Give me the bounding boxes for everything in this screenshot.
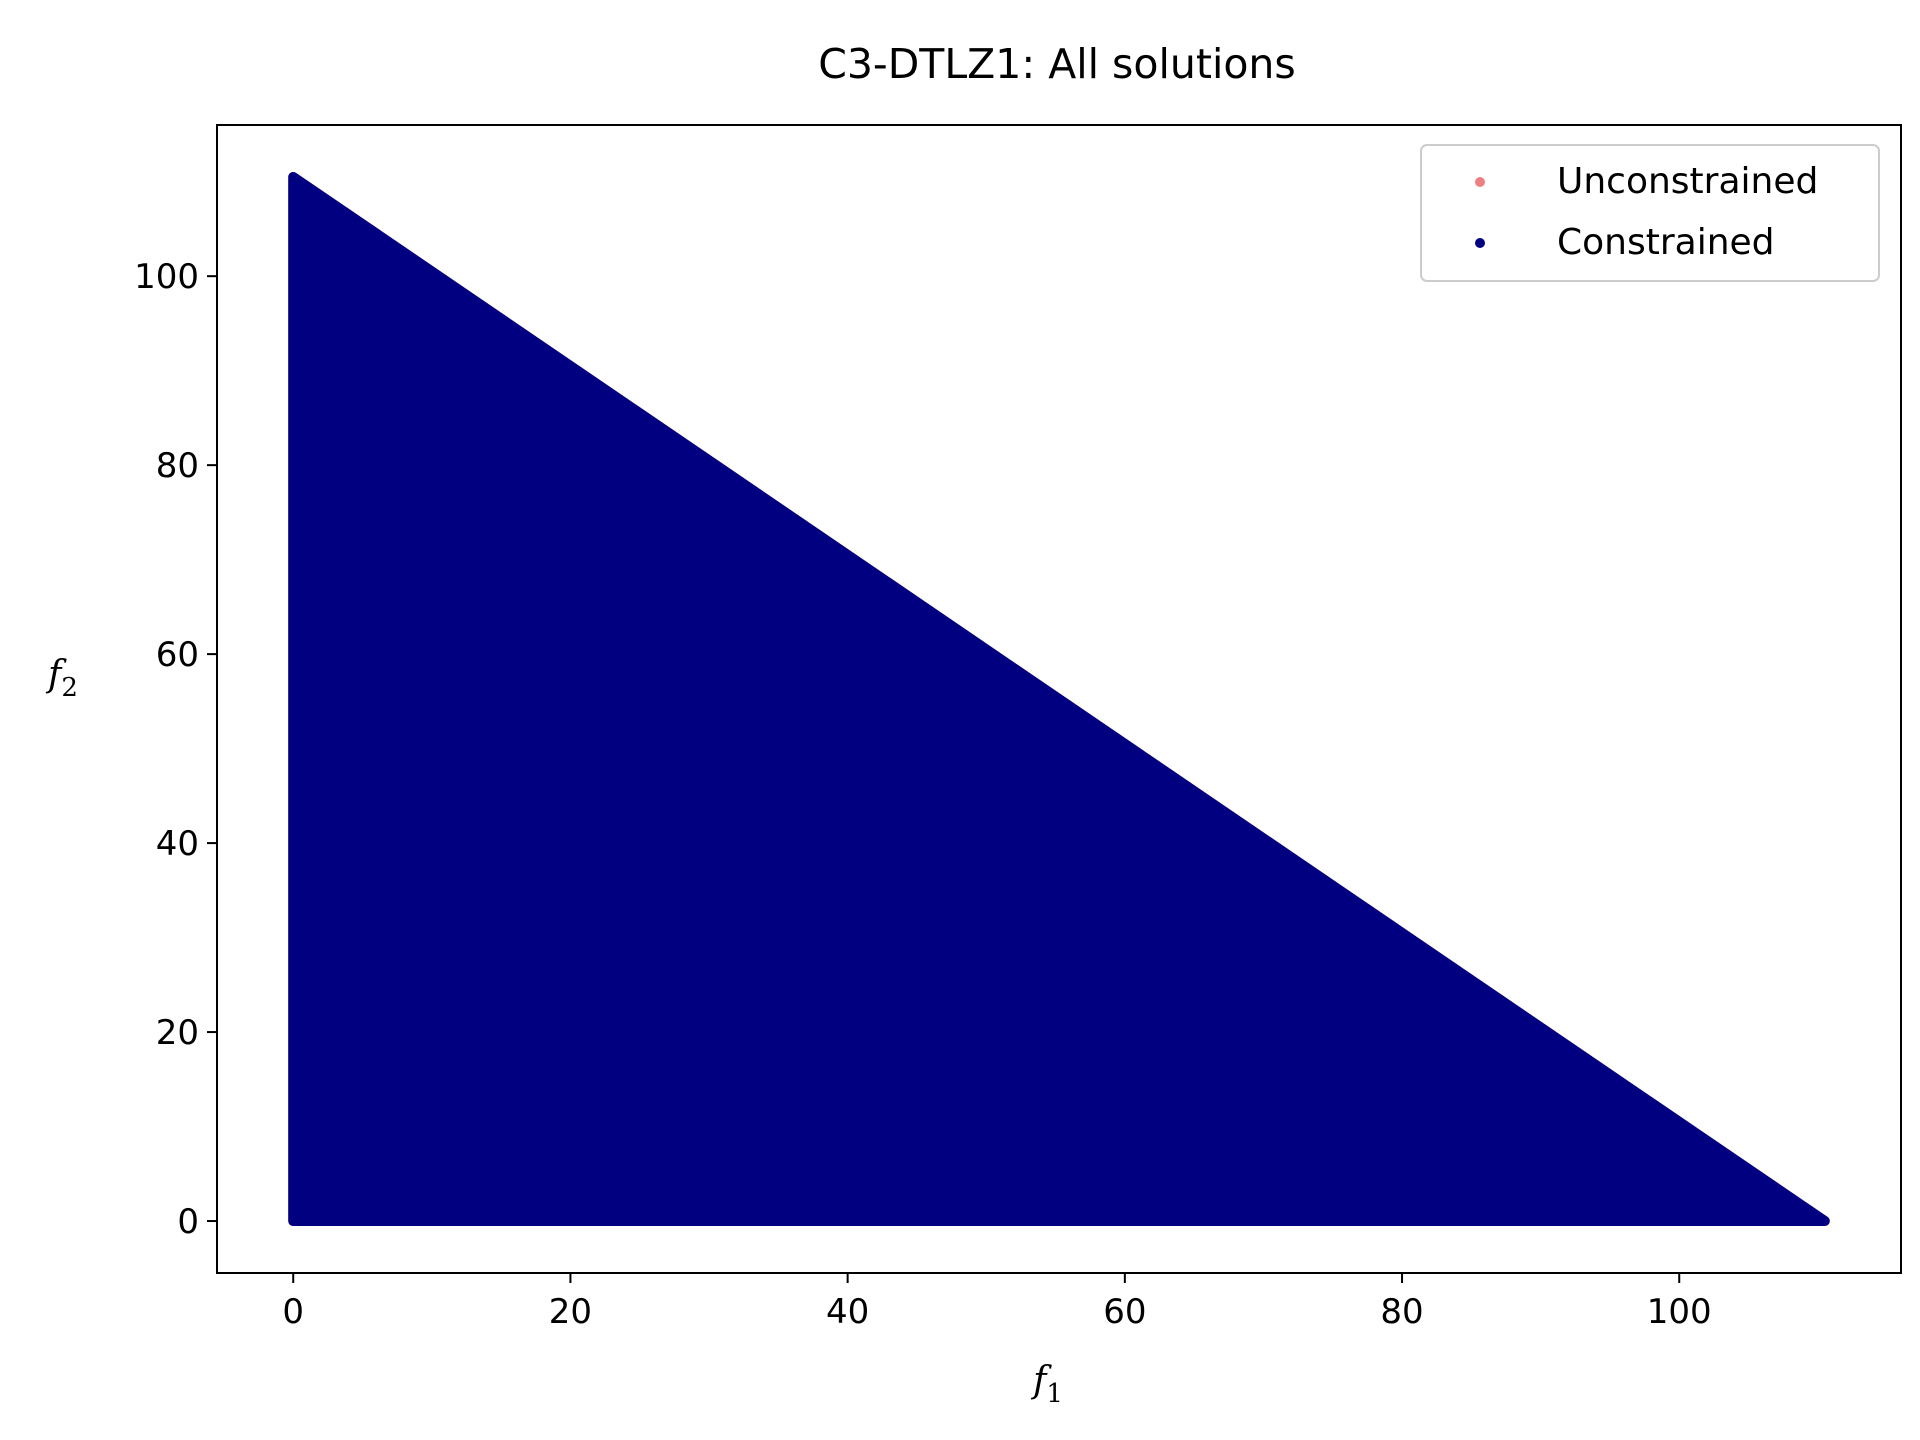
y-tick-label-80: 80 [156, 446, 199, 486]
legend-marker-constrained [1475, 238, 1485, 248]
y-tick-label-20: 20 [156, 1013, 199, 1053]
x-tick-label-0: 0 [282, 1292, 304, 1332]
legend-marker-unconstrained [1475, 177, 1485, 187]
x-axis-label: f1 [1030, 1360, 1063, 1409]
legend-box [1420, 144, 1880, 282]
x-axis-label-subscript: 1 [1046, 1379, 1063, 1409]
series-layer [288, 171, 1830, 1227]
x-tick-label-80: 80 [1380, 1292, 1423, 1332]
y-tick-label-60: 60 [156, 635, 199, 675]
x-tick-label-100: 100 [1647, 1292, 1712, 1332]
x-tick-label-20: 20 [549, 1292, 592, 1332]
legend-label-constrained: Constrained [1557, 222, 1775, 263]
legend-label-unconstrained: Unconstrained [1557, 161, 1818, 202]
y-axis: 0 20 40 60 80 100 [134, 257, 217, 1242]
chart-title: C3-DTLZ1: All solutions [818, 40, 1296, 88]
x-tick-label-40: 40 [826, 1292, 869, 1332]
y-axis-label-subscript: 2 [61, 673, 78, 703]
axes-frame [216, 124, 1902, 1274]
x-axis: 0 20 40 60 80 100 [282, 1273, 1712, 1332]
y-tick-label-0: 0 [177, 1202, 199, 1242]
series-constrained-points [288, 171, 1830, 1227]
y-tick-label-40: 40 [156, 824, 199, 864]
plot-area [216, 124, 1902, 1274]
y-tick-label-100: 100 [134, 257, 199, 297]
x-tick-label-60: 60 [1103, 1292, 1146, 1332]
legend: Unconstrained Constrained [1420, 144, 1880, 282]
